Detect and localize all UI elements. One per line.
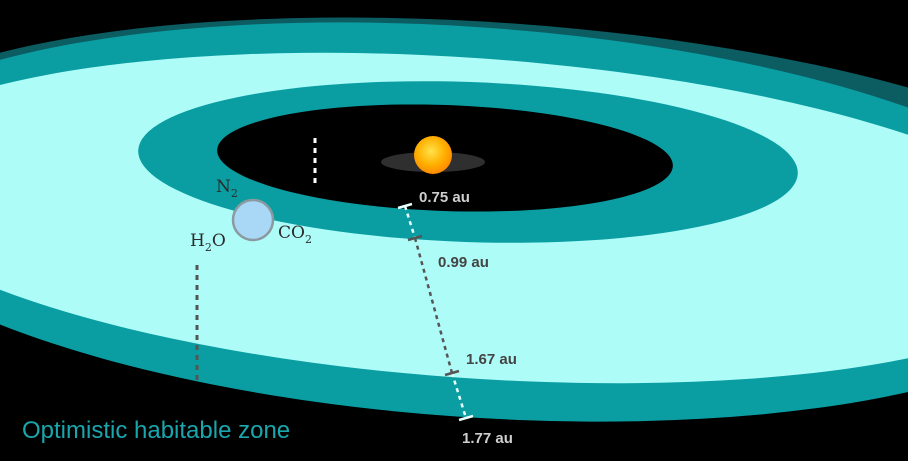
molecule-label-n2: N2 [216,177,238,200]
distance-label-1-77: 1.77 au [462,430,513,447]
tick-1-67 [444,369,460,377]
tick-0-75 [397,202,413,210]
distance-label-1-67: 1.67 au [466,351,517,368]
distance-label-0-99: 0.99 au [438,254,489,271]
molecule-label-h2o: H2O [190,231,226,254]
star-icon [414,136,452,174]
distance-label-0-75: 0.75 au [419,189,470,206]
measure-line-upper [403,205,417,239]
tick-0-99 [407,234,423,242]
tick-1-77 [458,414,474,422]
molecule-label-co2: CO2 [278,223,312,246]
planet-icon [231,198,275,242]
zone-label: Optimistic habitable zone [22,417,290,444]
